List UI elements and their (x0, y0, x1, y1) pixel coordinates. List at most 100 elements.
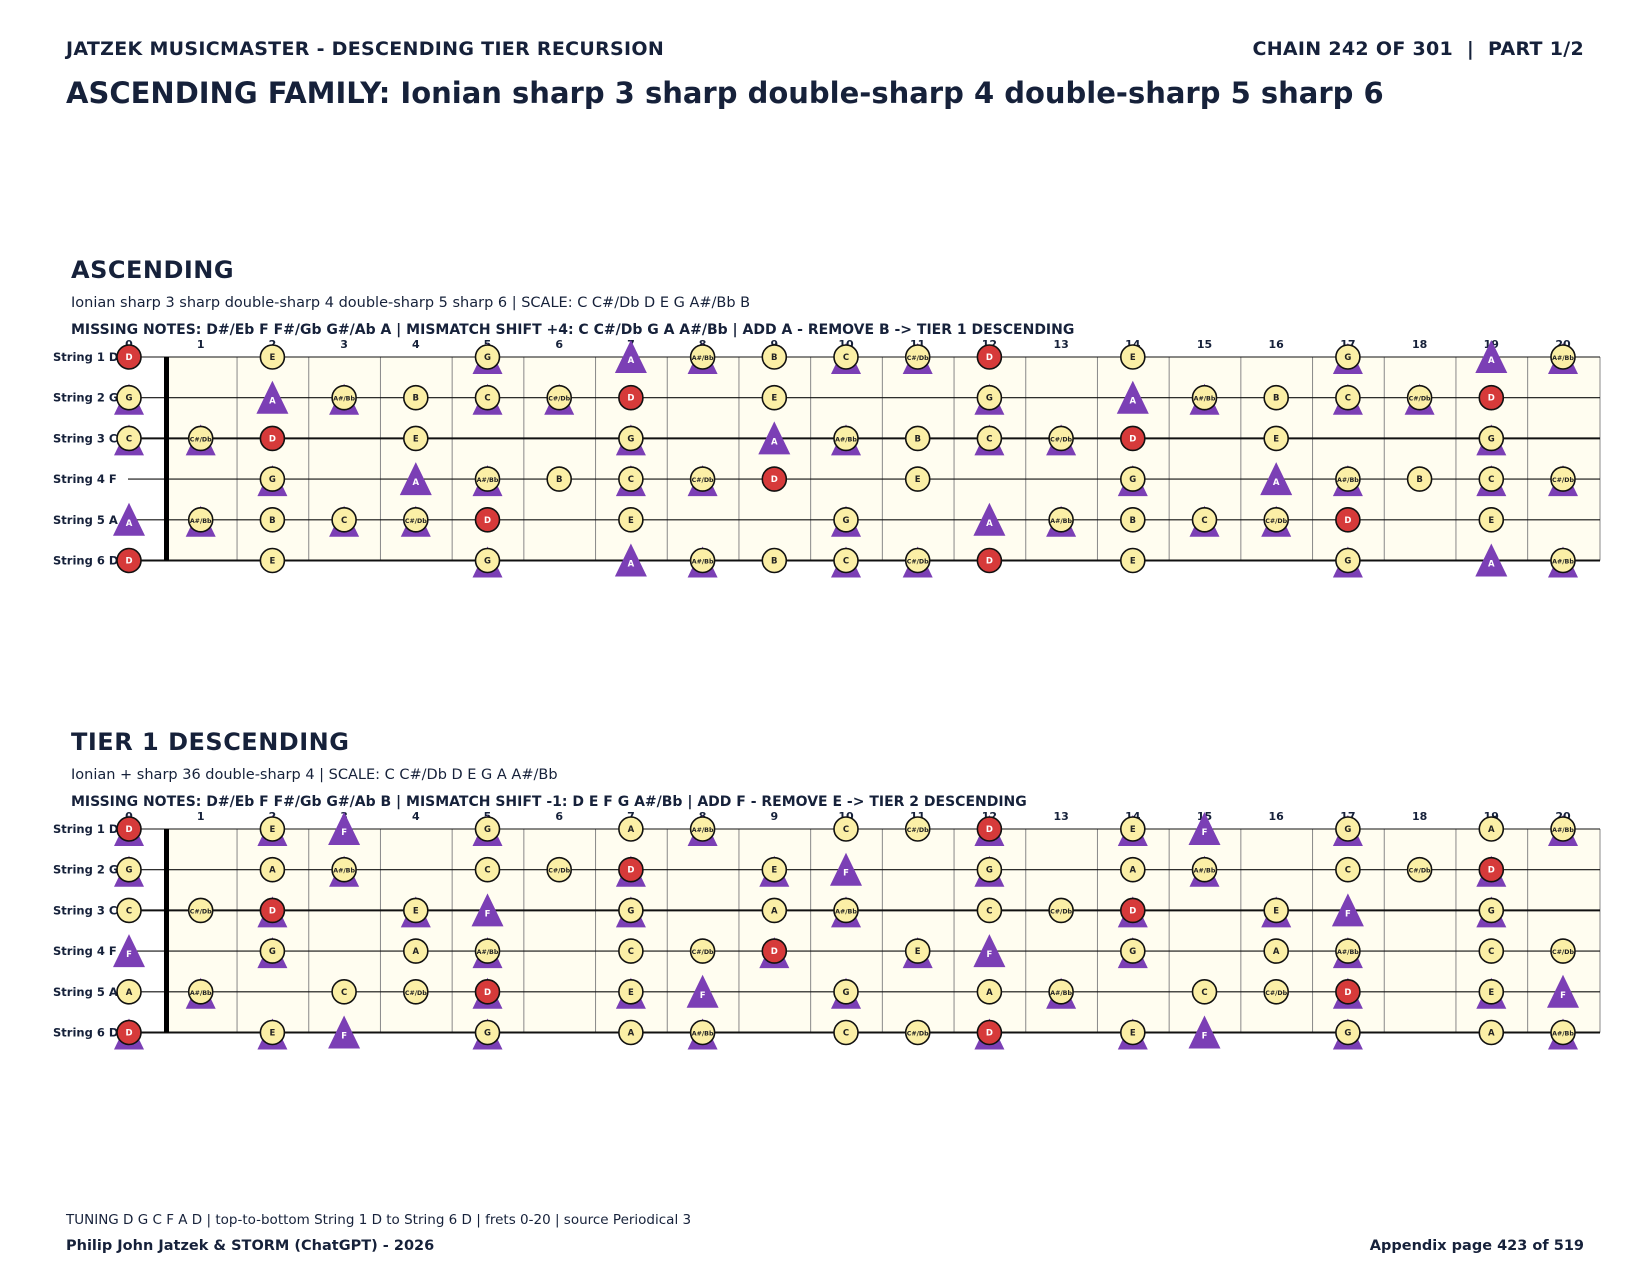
section-title-tier1: TIER 1 DESCENDING (71, 728, 350, 756)
note-label: B (1273, 394, 1279, 404)
note-label: E (915, 475, 921, 485)
note-label: C#/Db (907, 559, 929, 566)
scale-note-marker (1263, 425, 1289, 452)
mismatch-marker (399, 462, 432, 496)
scale-note-marker (116, 384, 142, 411)
scale-note-marker (474, 384, 501, 411)
note-label: G (484, 557, 491, 567)
mismatch-marker (1188, 812, 1221, 845)
fret-number: 1 (197, 338, 205, 351)
scale-note-marker (1263, 507, 1289, 533)
note-label: G (627, 906, 634, 916)
scale-note-marker (618, 816, 644, 842)
scale-note-marker (1263, 897, 1289, 924)
note-label: A#/Bb (692, 1031, 714, 1038)
scale-note-marker (689, 344, 716, 370)
scale-note-marker (546, 856, 573, 883)
note-label: D (484, 516, 491, 526)
note-label: E (1488, 988, 1494, 998)
note-label: D (125, 353, 132, 363)
note-label: C (341, 516, 347, 526)
scale-note-marker (976, 897, 1003, 924)
scale-note-marker (1550, 344, 1576, 370)
scale-note-marker (1335, 466, 1361, 492)
section-missing-tier1: MISSING NOTES: D#/Eb F F#/Gb G#/Ab B | M… (71, 794, 1027, 810)
note-label: A#/Bb (1194, 396, 1216, 403)
note-label: A#/Bb (1552, 355, 1574, 362)
mismatch-label: A (1273, 478, 1280, 488)
note-label: C#/Db (548, 396, 570, 403)
note-label: D (1129, 906, 1136, 916)
scale-note-marker (1263, 384, 1289, 411)
note-label: G (1344, 1029, 1351, 1039)
mismatch-label: F (341, 828, 347, 838)
string-label: String 1 D (53, 822, 118, 836)
scale-note-marker (1191, 384, 1218, 411)
fret-number: 9 (770, 810, 778, 823)
section-info-ascending: Ionian sharp 3 sharp double-sharp 4 doub… (71, 295, 751, 311)
mismatch-marker (614, 543, 647, 577)
note-label: E (269, 557, 275, 567)
scale-note-marker (116, 979, 142, 1005)
scale-note-marker (1263, 938, 1289, 964)
root-note-marker (116, 344, 142, 370)
scale-note-marker (1478, 507, 1505, 533)
scale-note-marker (1191, 507, 1218, 533)
note-label: C#/Db (692, 477, 714, 484)
note-label: A#/Bb (692, 355, 714, 362)
note-label: C (843, 825, 849, 835)
note-label: C#/Db (1265, 990, 1287, 997)
scale-note-marker (1120, 938, 1146, 964)
note-label: B (413, 394, 419, 404)
note-label: G (1129, 475, 1136, 485)
scale-note-marker (187, 507, 214, 533)
mismatch-label: F (341, 1032, 347, 1042)
scale-note-marker (259, 938, 286, 964)
note-label: D (771, 475, 778, 485)
mismatch-marker (113, 934, 145, 968)
string-label: String 4 F (53, 944, 117, 958)
note-label: C (986, 906, 992, 916)
scale-note-marker (546, 466, 573, 492)
root-note-marker (1478, 856, 1505, 883)
scale-note-marker (1335, 547, 1361, 574)
note-label: C#/Db (907, 827, 929, 834)
mismatch-label: A (413, 478, 420, 488)
note-label: E (1273, 906, 1279, 916)
note-label: A#/Bb (333, 396, 355, 403)
root-note-marker (976, 1019, 1003, 1046)
note-label: A#/Bb (1552, 827, 1574, 834)
root-note-marker (116, 1019, 142, 1046)
note-label: G (269, 475, 276, 485)
note-label: B (556, 475, 562, 485)
note-label: E (771, 394, 777, 404)
mismatch-marker (758, 421, 791, 455)
note-label: E (1130, 353, 1136, 363)
note-label: D (771, 947, 778, 957)
scale-note-marker (1263, 979, 1289, 1005)
note-label: C (484, 394, 490, 404)
root-note-marker (1335, 979, 1361, 1005)
scale-note-marker (331, 384, 357, 411)
mismatch-marker (830, 852, 862, 886)
note-label: G (986, 394, 993, 404)
note-label: B (1416, 475, 1422, 485)
mismatch-marker (973, 934, 1006, 968)
note-label: A (986, 988, 993, 998)
root-note-marker (474, 979, 501, 1005)
note-label: D (125, 1029, 132, 1039)
scale-note-marker (833, 1019, 859, 1046)
scale-note-marker (1191, 979, 1218, 1005)
scale-note-marker (689, 938, 716, 964)
scale-note-marker (689, 1019, 716, 1046)
note-label: C#/Db (1050, 436, 1072, 443)
note-label: A#/Bb (1050, 990, 1072, 997)
note-label: C (1201, 516, 1207, 526)
string-label: String 4 F (53, 472, 117, 486)
note-label: A (1130, 866, 1137, 876)
mismatch-marker (256, 380, 289, 414)
nut (164, 357, 169, 561)
scale-note-marker (761, 384, 788, 411)
mismatch-marker (614, 340, 647, 373)
note-label: A#/Bb (692, 827, 714, 834)
